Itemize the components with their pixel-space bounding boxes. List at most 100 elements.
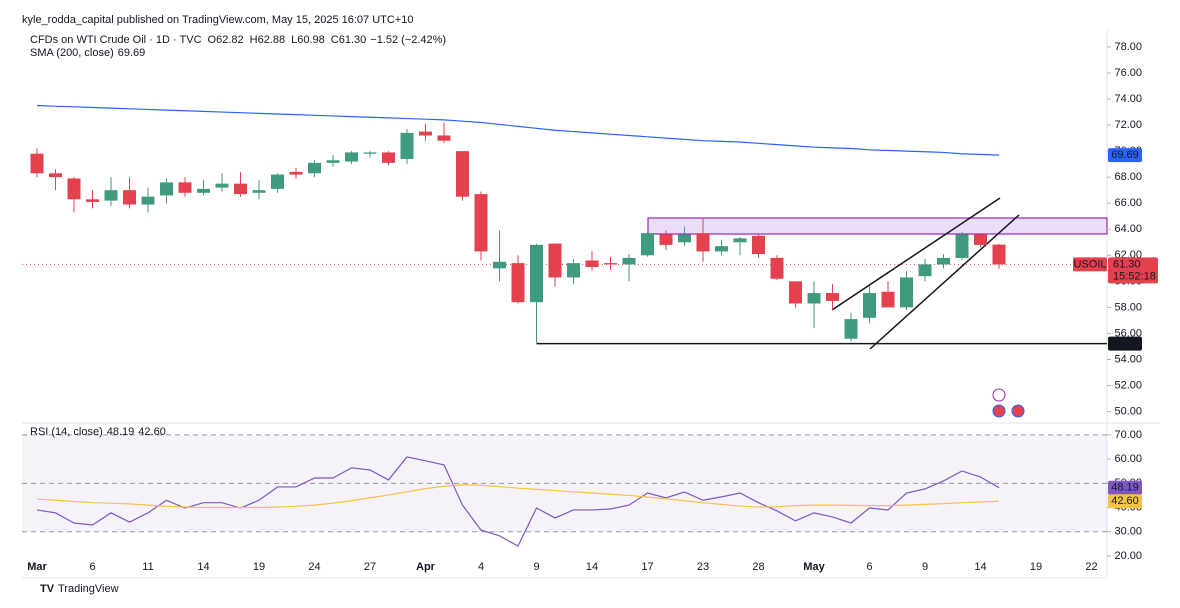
symbol-label: USOIL bbox=[1073, 258, 1106, 270]
x-tick-label: 17 bbox=[641, 561, 653, 573]
x-tick-label: 22 bbox=[1085, 561, 1097, 573]
y-tick-label: 66.00 bbox=[1114, 197, 1142, 209]
candle-body bbox=[918, 264, 932, 277]
x-tick-label: 6 bbox=[866, 561, 872, 573]
x-tick-label: Apr bbox=[416, 561, 436, 573]
candle-body bbox=[123, 190, 136, 205]
candle-body bbox=[345, 152, 358, 162]
legend-text: 62.88 bbox=[258, 34, 286, 46]
legend-text: O bbox=[208, 34, 217, 46]
x-tick-label: 24 bbox=[308, 561, 320, 573]
x-tick-label: 11 bbox=[142, 561, 153, 573]
candle-body bbox=[659, 234, 673, 245]
price-tag-label: 48.19 bbox=[1111, 482, 1139, 494]
candle-body bbox=[937, 257, 950, 265]
candle-body bbox=[252, 190, 266, 193]
candle-body bbox=[437, 135, 451, 141]
candle-body bbox=[881, 291, 895, 308]
x-tick-label: 14 bbox=[974, 561, 986, 573]
candle-body bbox=[622, 257, 636, 265]
candle-body bbox=[770, 257, 784, 279]
y-tick-label: 62.00 bbox=[1114, 249, 1142, 261]
x-tick-label: 14 bbox=[586, 561, 598, 573]
x-tick-label: 19 bbox=[253, 561, 265, 573]
candle-body bbox=[992, 244, 1006, 265]
y-tick-label: 70.00 bbox=[1114, 429, 1142, 441]
legend-text: 60.98 bbox=[297, 34, 325, 46]
logo-mark: TV bbox=[40, 583, 55, 595]
y-tick-label: 20.00 bbox=[1114, 550, 1142, 562]
price-tag bbox=[1108, 148, 1142, 163]
logo: TradingView bbox=[58, 583, 119, 595]
price-tag-label: 42.60 bbox=[1111, 495, 1139, 507]
y-tick-label: 68.00 bbox=[1114, 171, 1142, 183]
candle-body bbox=[900, 277, 913, 308]
y-tick-label: 58.00 bbox=[1114, 301, 1142, 313]
x-tick-label: 14 bbox=[197, 561, 209, 573]
candle-body bbox=[826, 293, 839, 301]
candle-body bbox=[641, 233, 654, 256]
x-tick-label: 9 bbox=[922, 561, 928, 573]
candle-body bbox=[308, 162, 321, 174]
candle-body bbox=[160, 182, 173, 196]
y-tick-label: 72.00 bbox=[1114, 119, 1142, 131]
candle-body bbox=[493, 261, 506, 269]
sma-line bbox=[36, 104, 1000, 156]
price-tag-label: 55.22 bbox=[1111, 338, 1139, 350]
countdown: 15:52:18 bbox=[1113, 270, 1156, 282]
candle-body bbox=[548, 243, 562, 278]
x-tick-label: 23 bbox=[697, 561, 709, 573]
resistance-zone bbox=[647, 217, 1108, 235]
candle-body bbox=[844, 319, 858, 339]
candle-body bbox=[696, 233, 710, 252]
y-tick-label: 60.00 bbox=[1114, 453, 1142, 465]
price-tag bbox=[1108, 480, 1142, 495]
candle-body bbox=[715, 246, 728, 252]
candle-body bbox=[752, 235, 765, 254]
price-tag bbox=[1108, 257, 1158, 284]
symbol-tag bbox=[1073, 257, 1107, 272]
x-tick-label: 9 bbox=[533, 561, 539, 573]
y-tick-label: 50.00 bbox=[1114, 405, 1142, 417]
x-tick-label: 27 bbox=[364, 561, 376, 573]
candle-body bbox=[49, 173, 62, 178]
x-tick-label: May bbox=[803, 561, 825, 573]
candle-body bbox=[604, 263, 617, 265]
candle-body bbox=[974, 234, 987, 245]
candle-body bbox=[419, 131, 432, 136]
legend-text: 62.82 bbox=[216, 34, 244, 46]
candle-body bbox=[807, 293, 821, 304]
legend-text: 48.19 bbox=[107, 426, 135, 438]
price-tag-label: 69.69 bbox=[1111, 149, 1139, 161]
price-tag bbox=[1108, 336, 1142, 351]
candle-body bbox=[86, 199, 99, 202]
candle-body bbox=[30, 153, 44, 174]
candle-body bbox=[382, 152, 395, 163]
y-tick-label: 30.00 bbox=[1114, 526, 1142, 538]
event-icons bbox=[992, 388, 1025, 418]
candle-body bbox=[456, 151, 469, 197]
wedge-line bbox=[831, 197, 1001, 311]
publisher: kyle_rodda_capital published on TradingV… bbox=[22, 14, 413, 26]
candle-body bbox=[178, 182, 192, 193]
y-tick-label: 64.00 bbox=[1114, 223, 1142, 235]
legend-text: L bbox=[291, 34, 297, 46]
icon bbox=[992, 388, 1006, 402]
rsi-line bbox=[36, 484, 1000, 509]
legend-text: H bbox=[250, 34, 258, 46]
x-tick-label: 4 bbox=[478, 561, 484, 573]
legend-text: 42.60 bbox=[138, 426, 166, 438]
legend-text: C bbox=[331, 34, 339, 46]
candle-body bbox=[67, 178, 81, 200]
y-tick-label: 54.00 bbox=[1114, 353, 1142, 365]
candle-body bbox=[141, 196, 155, 205]
candle-body bbox=[863, 293, 876, 318]
legend-text: −1.52 (−2.42%) bbox=[370, 34, 446, 46]
y-tick-label: 76.00 bbox=[1114, 67, 1142, 79]
candle-body bbox=[567, 263, 580, 278]
icon bbox=[992, 404, 1006, 418]
price-tag-label: 61.30 bbox=[1113, 258, 1141, 270]
y-tick-label: 74.00 bbox=[1114, 93, 1142, 105]
legend-text: CFDs on WTI Crude Oil · 1D · TVC bbox=[30, 34, 202, 46]
